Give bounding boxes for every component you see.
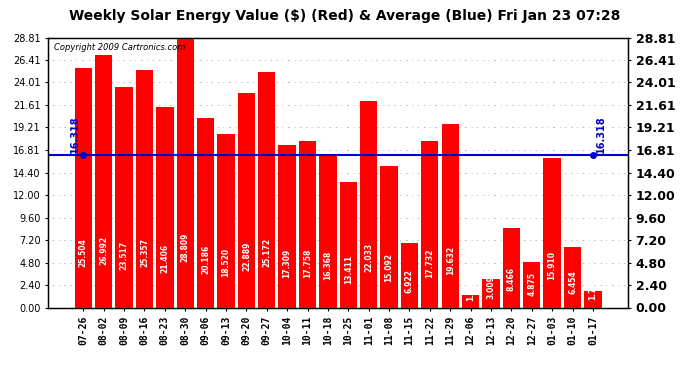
Text: 28.809: 28.809 [181,233,190,262]
Text: 6.454: 6.454 [568,270,577,294]
Text: 17.758: 17.758 [303,249,312,278]
Bar [584,291,602,308]
Bar [95,54,112,307]
Bar [279,145,296,308]
Text: 15.092: 15.092 [384,253,393,282]
Text: 21.406: 21.406 [160,244,169,273]
Text: 22.033: 22.033 [364,243,373,272]
Text: 25.172: 25.172 [262,238,271,267]
Text: 25.504: 25.504 [79,238,88,267]
Bar [462,295,480,307]
Bar [564,247,581,308]
Text: 1.369: 1.369 [466,277,475,301]
Text: 22.889: 22.889 [242,241,251,271]
Text: Weekly Solar Energy Value ($) (Red) & Average (Blue) Fri Jan 23 07:28: Weekly Solar Energy Value ($) (Red) & Av… [69,9,621,23]
Text: 18.520: 18.520 [221,248,230,277]
Bar [442,123,459,308]
Text: 16.318: 16.318 [596,115,606,153]
Text: 17.309: 17.309 [283,249,292,279]
Bar [319,154,337,308]
Text: 16.318: 16.318 [70,115,80,153]
Bar [177,38,194,308]
Bar [299,141,316,308]
Bar [380,166,397,308]
Bar [482,279,500,308]
Text: 20.186: 20.186 [201,245,210,274]
Text: 4.875: 4.875 [527,272,536,296]
Text: 26.992: 26.992 [99,236,108,265]
Bar [115,87,132,308]
Text: 6.922: 6.922 [405,269,414,293]
Bar [503,228,520,308]
Text: 3.009: 3.009 [486,275,495,298]
Text: 23.517: 23.517 [119,241,128,270]
Bar [136,70,153,308]
Text: Copyright 2009 Cartronics.com: Copyright 2009 Cartronics.com [54,43,186,52]
Text: 13.411: 13.411 [344,255,353,284]
Text: 16.368: 16.368 [324,251,333,280]
Bar [421,141,438,308]
Bar [339,182,357,308]
Text: 1.772: 1.772 [589,276,598,300]
Bar [238,93,255,308]
Bar [258,72,275,308]
Text: 17.732: 17.732 [425,249,434,278]
Bar [217,134,235,308]
Text: 8.466: 8.466 [507,267,516,291]
Bar [75,69,92,308]
Bar [197,118,215,308]
Text: 25.357: 25.357 [140,238,149,267]
Bar [401,243,418,308]
Text: 19.632: 19.632 [446,246,455,275]
Bar [156,107,173,307]
Text: 15.910: 15.910 [548,252,557,280]
Bar [523,262,540,308]
Bar [544,158,561,308]
Bar [360,101,377,308]
